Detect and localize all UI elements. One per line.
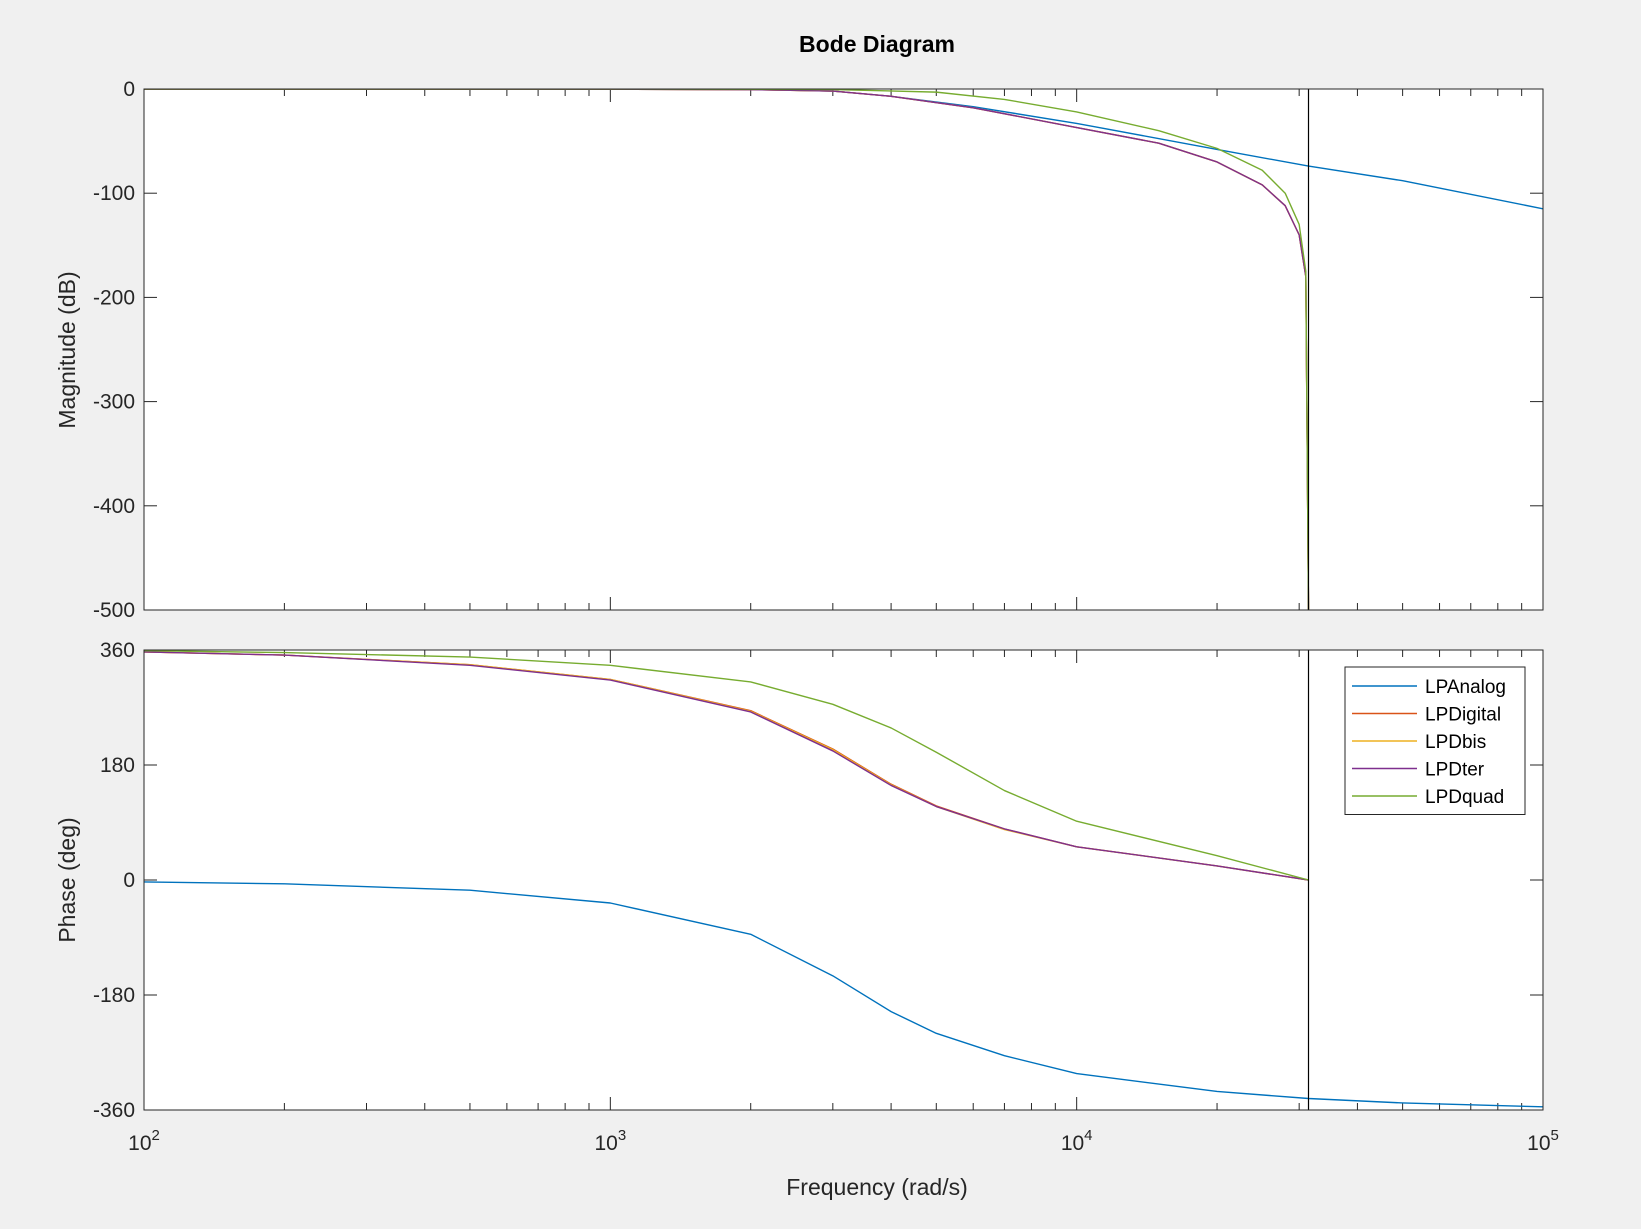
- series-line-lpanalog: [144, 881, 1543, 1108]
- y-tick-label: 0: [123, 78, 135, 101]
- y-tick-label: 360: [100, 639, 135, 662]
- x-tick-label: 105: [1527, 1127, 1559, 1155]
- legend-label: LPDter: [1425, 760, 1485, 781]
- series-line-lpdquad: [144, 650, 1309, 881]
- y-axis-label: Phase (deg): [54, 817, 80, 942]
- plot-area: [144, 650, 1543, 1110]
- x-axis-label: Frequency (rad/s): [786, 1174, 968, 1200]
- series-line-lpdquad: [144, 89, 1310, 610]
- x-tick-label: 102: [128, 1127, 160, 1155]
- y-tick-label: -200: [93, 286, 135, 309]
- y-tick-label: -400: [93, 495, 135, 518]
- y-tick-label: -500: [93, 599, 135, 622]
- legend: LPAnalog LPDigital LPDbis LPDter LPDquad: [1344, 666, 1526, 815]
- y-tick-label: 0: [123, 869, 135, 892]
- y-axis-label: Magnitude (dB): [54, 271, 80, 428]
- y-tick-label: -300: [93, 391, 135, 414]
- y-tick-label: -100: [93, 182, 135, 205]
- y-tick-label: 180: [100, 754, 135, 777]
- plot-area: [144, 89, 1543, 610]
- legend-label: LPAnalog: [1425, 677, 1506, 698]
- axes-box: [143, 649, 1544, 1111]
- magnitude-axes: 0 -100 -200 -300 -400 -500 Magnitude (dB): [54, 78, 1544, 622]
- legend-label: LPDbis: [1425, 732, 1486, 753]
- y-tick-label: -360: [93, 1099, 135, 1122]
- legend-label: LPDquad: [1425, 787, 1504, 808]
- phase-axes: 360 180 0 -180 -360 Phase (deg) LPAnalog LPDigi…: [54, 639, 1559, 1155]
- legend-label: LPDigital: [1425, 705, 1501, 726]
- x-tick-label: 103: [594, 1127, 626, 1155]
- axes-box: [143, 88, 1544, 611]
- series-line-lpdter: [144, 651, 1309, 881]
- y-tick-label: -180: [93, 984, 135, 1007]
- figure-title: Bode Diagram: [799, 31, 955, 57]
- x-tick-label: 104: [1061, 1127, 1093, 1155]
